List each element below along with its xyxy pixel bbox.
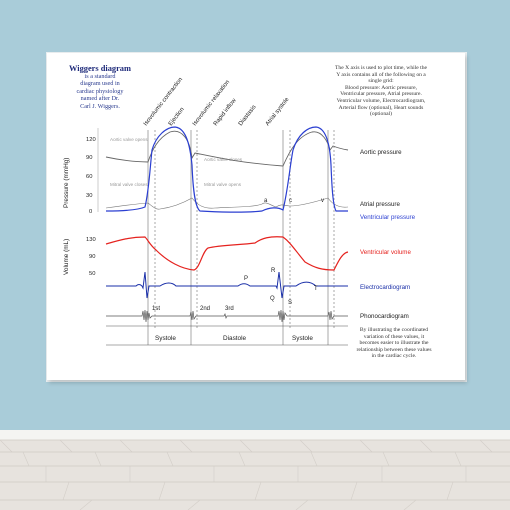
series-label: Ventricular pressure: [360, 214, 416, 221]
series-label: Atrial pressure: [360, 201, 400, 208]
note-line: Ventricular pressure, Atrial pressure.: [340, 91, 422, 98]
floor-board-joint: [446, 481, 454, 501]
floor-board-joint: [403, 499, 417, 510]
sound-label: 3rd: [225, 306, 234, 312]
floor-board-joint: [62, 481, 70, 501]
ecg-label-T: T: [314, 286, 318, 292]
title-block: Wiggers diagram is a standard diagram us…: [58, 64, 142, 110]
series-label: Electrocardiogram: [360, 284, 410, 291]
note-line: Arterial flow (optional), Heart sounds: [338, 104, 424, 111]
pressure-tick: 60: [86, 174, 92, 180]
sound-label: 2nd: [200, 306, 210, 312]
pressure-tick: 120: [86, 137, 96, 143]
note-bottom: By illustrating the coordinated variatio…: [338, 327, 450, 360]
ecg-label-P: P: [244, 276, 248, 282]
ecg-label-Q: Q: [270, 296, 275, 302]
wave-label-a: a: [264, 198, 268, 204]
floor-board-joint: [254, 481, 262, 501]
floor-board-joint: [158, 481, 166, 501]
floor-board-joint: [179, 439, 193, 453]
note-top: The X axis is used to plot time, while t…: [308, 65, 454, 118]
floor-board-joint: [187, 499, 201, 510]
floor-board-joint: [299, 439, 313, 453]
floor-board-joint: [359, 439, 373, 453]
note-line: Y axis contains all of the following on …: [336, 71, 426, 78]
floor-board-joint: [310, 451, 318, 467]
phase-label: Isovolumic relaxation: [192, 79, 231, 127]
cycle-label: Diastole: [223, 335, 247, 342]
cycle-label: Systole: [292, 335, 313, 342]
sound-label: 1st: [152, 306, 160, 312]
note-line: Blood pressure: Aortic pressure,: [344, 84, 418, 91]
phase-label: Ejection: [168, 107, 186, 128]
floor-board-joint: [59, 439, 73, 453]
floor-board-joint: [0, 439, 13, 453]
valve-label: Aortic valve closes: [204, 157, 243, 162]
valve-label: Aortic valve opens: [110, 137, 148, 142]
pressure-tick: 30: [86, 193, 92, 199]
floor-board-joint: [419, 439, 433, 453]
floor-board-joint: [22, 451, 30, 467]
phase-label: Rapid inflow: [213, 97, 238, 127]
wave-label-c: c: [289, 198, 292, 204]
note-line: becomes easier to illustrate the: [359, 340, 429, 347]
phonocardiogram-curve: [106, 309, 348, 323]
note-line: in the cardiac cycle.: [371, 353, 417, 360]
diagram-title: Wiggers diagram: [69, 64, 131, 73]
note-line: (optional): [369, 111, 393, 118]
note-line: variation of these values, it: [363, 333, 425, 340]
phase-label: Diastasis: [238, 104, 258, 127]
floor-board-joint: [79, 499, 93, 510]
note-line: relationship between these values: [356, 346, 432, 353]
floor-board-joint: [382, 451, 390, 467]
floor-board-joint: [119, 439, 133, 453]
floor-board-joint: [454, 451, 462, 467]
pressure-tick: 90: [86, 155, 92, 161]
note-line: The X axis is used to plot time, while t…: [335, 65, 427, 71]
note-line: By illustrating the coordinated: [359, 327, 429, 333]
ventricular-volume-curve: [105, 236, 349, 271]
floor-board-joint: [350, 481, 358, 501]
valve-label: Mitral valve opens: [204, 182, 242, 187]
ecg-curve: [106, 271, 348, 299]
note-line: Ventricular volume, Electrocardiogram,: [336, 97, 426, 104]
phase-label: Atrial systole: [265, 96, 291, 127]
floor-board-joint: [238, 451, 246, 467]
canvas-print: [47, 53, 465, 380]
floor-boards: [0, 439, 510, 510]
floor-board-joint: [166, 451, 174, 467]
ecg-label-R: R: [271, 268, 276, 274]
subtitle-line: cardiac physiology: [76, 87, 124, 95]
subtitle-line: diagram used in: [80, 80, 120, 88]
series-label: Aortic pressure: [360, 149, 402, 156]
valve-label: Mitral valve closes: [110, 182, 148, 187]
subtitle-line: named after Dr.: [80, 95, 120, 103]
atrial-pressure-curve: [105, 197, 349, 210]
ecg-label-S: S: [288, 300, 292, 306]
floor-board-joint: [94, 451, 102, 467]
volume-axis-label: Volume (mL): [63, 239, 70, 275]
series-label: Ventricular volume: [360, 249, 411, 256]
wave-label-v: v: [321, 198, 324, 204]
floor-board-joint: [479, 439, 493, 453]
floor-board-joint: [239, 439, 253, 453]
volume-tick: 130: [86, 237, 96, 243]
pressure-axis-label: Pressure (mmHg): [63, 158, 70, 208]
series-label: Phonocardiogram: [360, 313, 409, 320]
baseboard: [0, 430, 510, 440]
cycle-label: Systole: [155, 335, 176, 342]
subtitle-line: is a standard: [84, 73, 116, 80]
volume-tick: 90: [89, 254, 95, 260]
note-line: single grid:: [368, 78, 394, 85]
ventricular-pressure-curve: [105, 126, 348, 213]
pressure-tick: 0: [89, 209, 92, 215]
subtitle-line: Carl J. Wiggers.: [80, 102, 120, 110]
floor-board-joint: [295, 499, 309, 510]
volume-tick: 50: [89, 271, 95, 277]
